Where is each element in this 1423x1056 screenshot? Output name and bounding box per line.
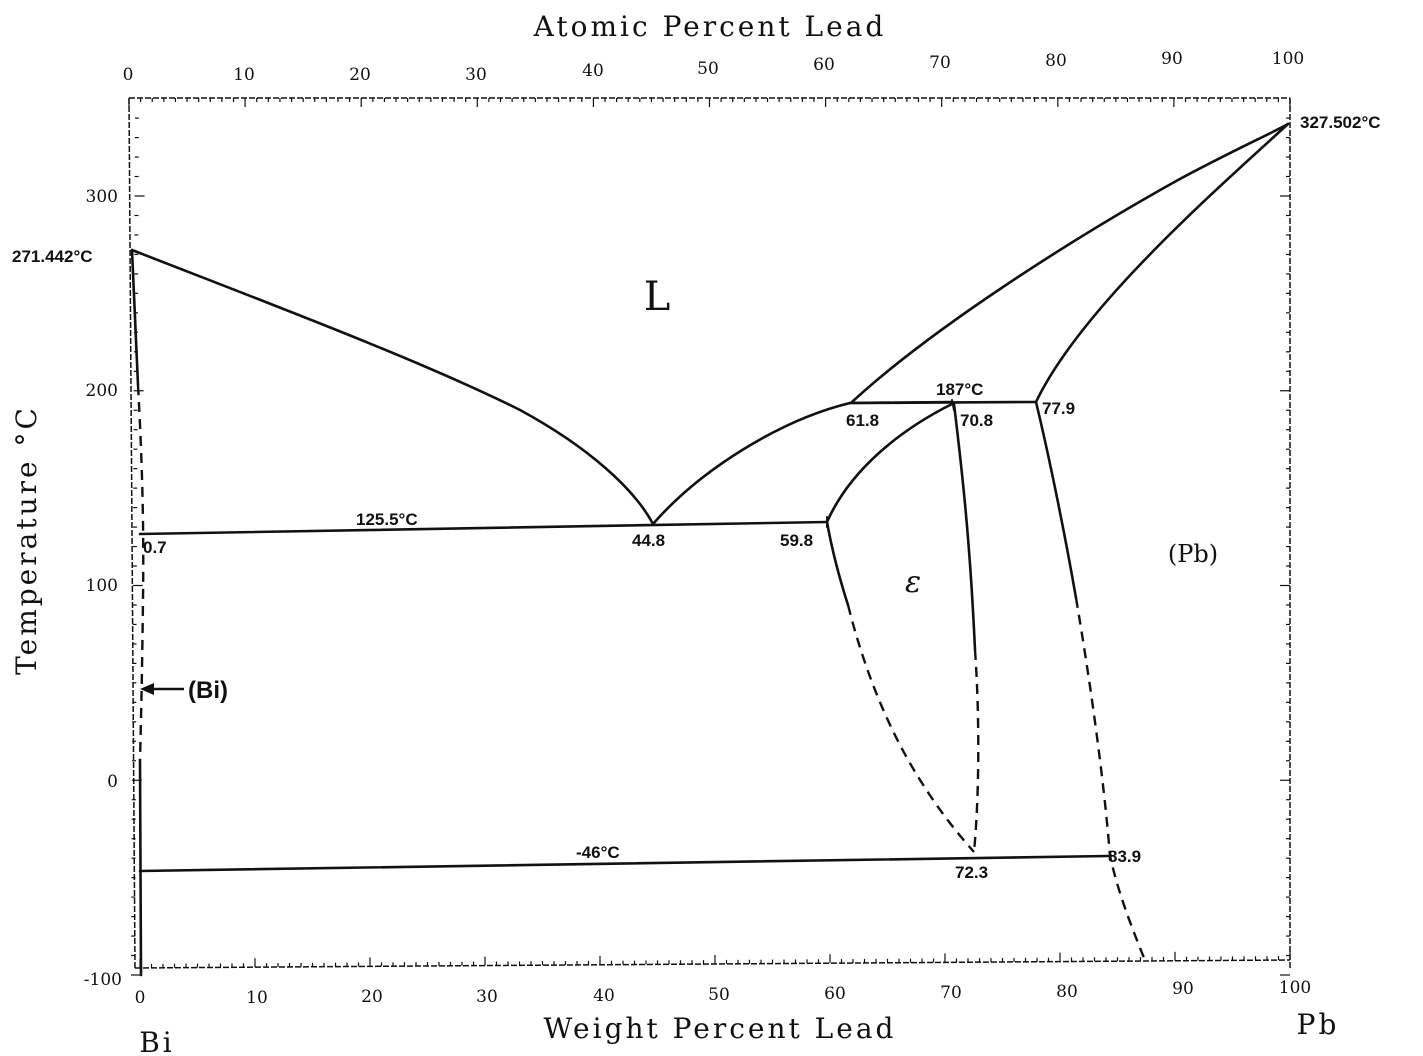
- phase-boundaries: [130, 122, 1290, 977]
- y-tick-label: 300: [86, 187, 118, 207]
- top-tick-label: 80: [1045, 51, 1067, 71]
- bottom-tick-label: 80: [1056, 982, 1078, 1002]
- bottom-tick-label: 70: [940, 983, 962, 1003]
- peritectic-comp-2: 70.8: [960, 411, 993, 430]
- eutectic-comp-2: 44.8: [632, 531, 665, 550]
- phase-pb-label: (Pb): [1168, 540, 1218, 568]
- top-axis-ticks: [128, 98, 1291, 107]
- top-tick-label: 50: [697, 59, 719, 79]
- bi-axis-line: [138, 758, 143, 977]
- eutectic-temp-label: 125.5°C: [356, 510, 418, 529]
- epsilon-solvus-left-solid: [825, 520, 850, 607]
- eutectoid-comp-1: 72.3: [955, 863, 988, 882]
- top-tick-label: 100: [1272, 49, 1304, 69]
- epsilon-liquidus: [825, 402, 954, 524]
- eutectoid-temp-label: -46°C: [576, 843, 620, 862]
- solidus-pb: [1034, 122, 1290, 404]
- top-tick-label: 90: [1161, 49, 1183, 69]
- liquidus-pb-side: [850, 122, 1290, 404]
- phase-liquid-label: L: [644, 274, 671, 320]
- y-tick-label: 200: [86, 381, 118, 401]
- peritectic-temp-label: 187°C: [936, 380, 983, 399]
- bi-solvus-dashed: [136, 384, 145, 761]
- phase-bi-label: (Bi): [188, 677, 228, 704]
- phase-epsilon-label: ε: [905, 565, 921, 600]
- peritectic-comp-1: 61.8: [846, 411, 879, 430]
- bottom-axis-ticks: [139, 951, 1291, 968]
- top-tick-label: 30: [465, 65, 487, 85]
- bottom-axis-title: Weight Percent Lead: [544, 1012, 897, 1045]
- bottom-tick-label: 0: [135, 988, 146, 1008]
- element-left-label: Bi: [139, 1026, 175, 1056]
- epsilon-solvus-right-solid: [952, 402, 977, 652]
- top-tick-label: 0: [123, 65, 134, 85]
- liquidus-bi-side: [130, 248, 655, 526]
- top-axis-title: Atomic Percent Lead: [533, 10, 887, 43]
- peritectic-comp-3: 77.9: [1042, 399, 1075, 418]
- top-axis-labels: 0 10 20 30 40 50 60 70 80 90 100: [123, 49, 1305, 85]
- eutectoid-comp-2: 83.9: [1108, 847, 1141, 866]
- top-tick-label: 20: [349, 65, 371, 85]
- eutectic-comp-1: 0.7: [143, 538, 167, 557]
- pb-solvus-dashed: [1074, 597, 1148, 964]
- bottom-tick-label: 20: [361, 987, 383, 1007]
- dashed-boundaries: [136, 384, 1148, 964]
- bi-solidus: [130, 248, 140, 387]
- diagram-annotations: 271.442°C 327.502°C 187°C 61.8 70.8 77.9…: [12, 113, 1381, 882]
- bottom-tick-label: 10: [246, 988, 268, 1008]
- y-tick-label: -100: [84, 970, 122, 990]
- top-tick-label: 40: [582, 61, 604, 81]
- plot-frame: [128, 97, 1291, 969]
- pb-melting-label: 327.502°C: [1300, 113, 1381, 132]
- y-axis-title: Temperature °C: [10, 405, 43, 675]
- peritectic-vertical: [951, 399, 955, 411]
- y-tick-label: 0: [107, 772, 118, 792]
- bottom-tick-label: 40: [593, 986, 615, 1006]
- bottom-tick-label: 90: [1172, 979, 1194, 999]
- y-tick-label: 100: [86, 576, 118, 596]
- bottom-tick-label: 30: [476, 987, 498, 1007]
- eutectic-line: [138, 520, 829, 536]
- element-right-label: Pb: [1297, 1008, 1340, 1041]
- pb-solvus-solid: [1034, 400, 1078, 600]
- eutectoid-line: [138, 854, 1110, 873]
- top-tick-label: 60: [813, 55, 835, 75]
- y-axis-labels: -100 0 100 200 300: [84, 187, 122, 990]
- bi-melting-label: 271.442°C: [12, 247, 93, 266]
- peritectic-line: [848, 400, 1038, 405]
- bottom-tick-label: 50: [708, 985, 730, 1005]
- bottom-tick-label: 100: [1279, 978, 1311, 998]
- bottom-axis-labels: 0 10 20 30 40 50 60 70 80 90 100: [135, 978, 1312, 1008]
- eutectic-comp-3: 59.8: [780, 531, 813, 550]
- bottom-tick-label: 60: [824, 984, 846, 1004]
- top-tick-label: 70: [929, 53, 951, 73]
- top-tick-label: 10: [233, 65, 255, 85]
- epsilon-solvus-left-dashed: [846, 604, 975, 853]
- bi-phase-arrow: [140, 683, 184, 695]
- liquidus-eutectic-to-peritectic: [651, 400, 954, 526]
- epsilon-solvus-right-dashed: [972, 649, 980, 853]
